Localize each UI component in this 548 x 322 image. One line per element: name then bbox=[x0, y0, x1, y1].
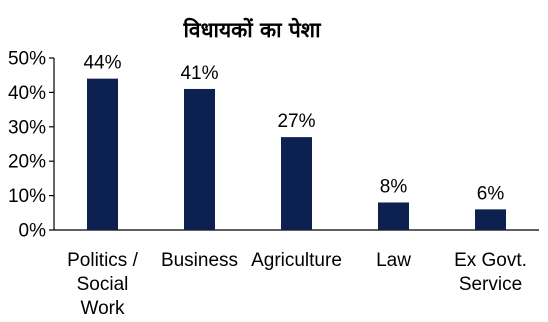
category-label: Politics / Social Work bbox=[67, 250, 138, 319]
category-label: Ex Govt. Service bbox=[454, 250, 527, 295]
bar bbox=[475, 209, 506, 230]
chart-title: विधायकों का पेशा bbox=[182, 17, 322, 42]
category-label: Law bbox=[376, 250, 411, 271]
y-tick-label: 30% bbox=[8, 117, 46, 138]
y-tick-label: 10% bbox=[8, 186, 46, 207]
bars bbox=[87, 78, 506, 231]
data-label: 44% bbox=[83, 53, 121, 74]
data-labels: 44% 41% 27% 8% 6% bbox=[83, 53, 504, 205]
y-tick-label: 50% bbox=[8, 49, 46, 70]
bar bbox=[281, 137, 312, 230]
y-tick-label: 0% bbox=[19, 221, 47, 242]
category-label: Business bbox=[161, 250, 238, 271]
bar bbox=[184, 88, 215, 231]
bar bbox=[378, 202, 409, 230]
y-tick-label: 40% bbox=[8, 83, 46, 104]
bar bbox=[87, 78, 118, 230]
category-label: Agriculture bbox=[251, 250, 342, 271]
y-axis: 0% 10% 20% 30% 40% 50% bbox=[8, 49, 55, 242]
data-label: 6% bbox=[477, 183, 505, 204]
y-tick-label: 20% bbox=[8, 152, 46, 173]
data-label: 8% bbox=[380, 176, 408, 197]
category-labels: Politics / Social Work Business Agriculture L… bbox=[67, 250, 527, 319]
data-label: 27% bbox=[277, 111, 315, 132]
data-label: 41% bbox=[180, 63, 218, 84]
